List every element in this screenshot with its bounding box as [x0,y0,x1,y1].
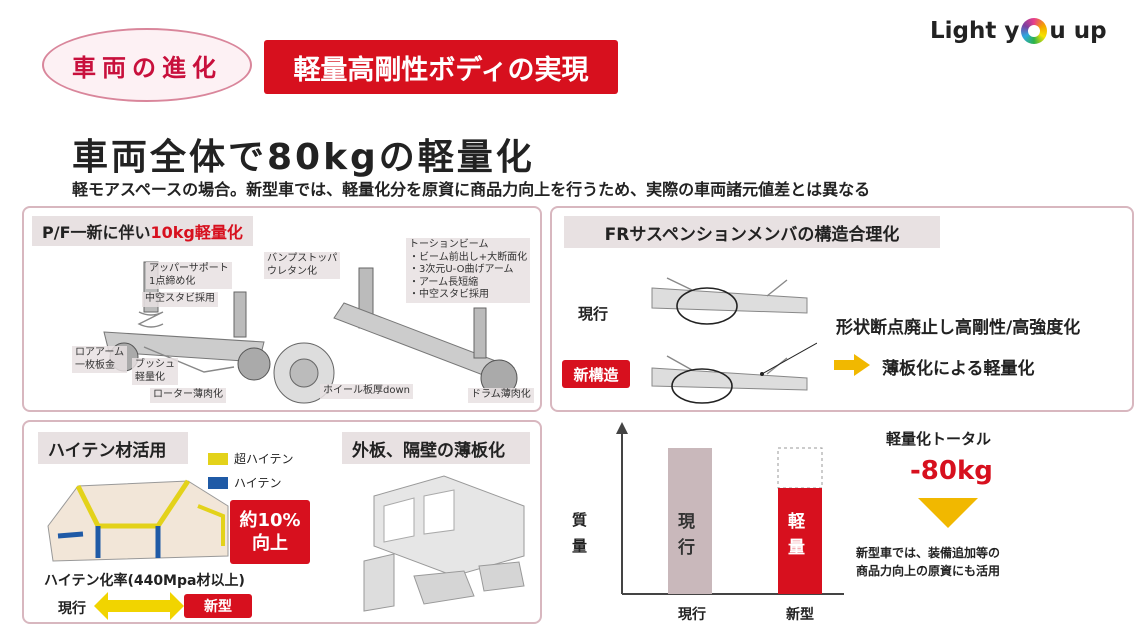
y-axis-arrow [616,422,628,434]
body-frame-illustration [47,479,229,562]
down-arrow-icon [918,498,978,528]
usage-note: 新型車では、装備追加等の 商品力向上の原資にも活用 [856,546,1001,578]
section-pill: 車両の進化 [42,28,252,102]
point-thin-plate: 薄板化による軽量化 [882,359,1035,379]
member-illustration [651,277,817,404]
callout-rotor: ローター薄肉化 [150,388,226,403]
page-title: 車両全体で80kgの軽量化 [72,137,535,178]
ratio-new-label: 新型 [184,594,252,618]
arrow-right-icon [834,354,870,376]
rear-suspension-illustration [273,267,518,404]
bar-new [778,488,822,594]
outer-panel-title: 外板、隔壁の薄板化 [342,432,530,464]
platform-panel: P/F一新に伴い 10kg軽量化 アッパーサポート 1点締め化 中空スタビ採用 ロ… [22,206,542,412]
bar-current-label: 現行 [678,512,695,558]
x-label-new: 新型 [786,607,814,623]
topic-tag: 軽量高剛性ボディの実現 [264,40,618,94]
total-value: -80kg [910,456,993,486]
logo-ring-icon [1021,18,1048,44]
legend-hiten: ハイテン [208,474,282,491]
legend-super-hiten: 超ハイテン [208,450,294,467]
bar-new-ghost [777,447,823,489]
legend-swatch-blue [208,476,228,489]
new-structure-label: 新構造 [562,360,630,388]
callout-wheel: ホイール板厚down [320,384,413,399]
bar-current [668,448,712,594]
fr-suspension-title: FRサスペンションメンバの構造合理化 [564,216,940,248]
mass-chart [616,422,844,595]
double-arrow-icon [94,592,184,620]
callout-hollow-stabi: 中空スタビ採用 [142,292,218,307]
callout-bush: ブッシュ 軽量化 [132,358,178,385]
page-subtitle: 軽モアスペースの場合。新型車では、軽量化分を原資に商品力向上を行うため、実際の車… [72,180,871,199]
legend-swatch-yellow [208,452,228,465]
body-panel-illustration [363,475,525,612]
bar-new-label: 軽量 [788,512,805,558]
hiten-ratio-label: ハイテン化率(440Mpa材以上) [44,573,245,589]
improvement-badge: 約10% 向上 [230,500,310,564]
callout-upper-support: アッパーサポート 1点締め化 [146,262,232,289]
current-structure-label: 現行 [578,305,609,323]
point-rigidity: 形状断点廃止し高剛性/高強度化 [836,318,1081,338]
callout-lower-arm: ロアアーム 一枚板金 [72,346,128,373]
section-pill-label: 車両の進化 [72,53,222,82]
callout-drum: ドラム薄肉化 [468,388,534,403]
x-label-current: 現行 [678,607,706,623]
y-axis-label: 質量 [572,511,588,555]
hiten-title: ハイテン材活用 [38,432,188,464]
callout-torsion-beam: トーションビーム ・ビーム前出し+大断面化 ・3次元U-O曲げアーム ・アーム長… [406,238,531,303]
fr-suspension-panel: FRサスペンションメンバの構造合理化 現行 新構造 形状断点廃止し高剛性/高強度… [550,206,1134,412]
material-panel: ハイテン材活用 超ハイテン ハイテン 約10% 向上 ハイテン化率(440Mpa… [22,420,542,624]
total-label: 軽量化トータル [886,430,992,448]
callout-bump-stop: バンプストッパ ウレタン化 [264,252,341,279]
ratio-current-label: 現行 [58,601,86,617]
platform-title: P/F一新に伴い 10kg軽量化 [32,216,253,246]
